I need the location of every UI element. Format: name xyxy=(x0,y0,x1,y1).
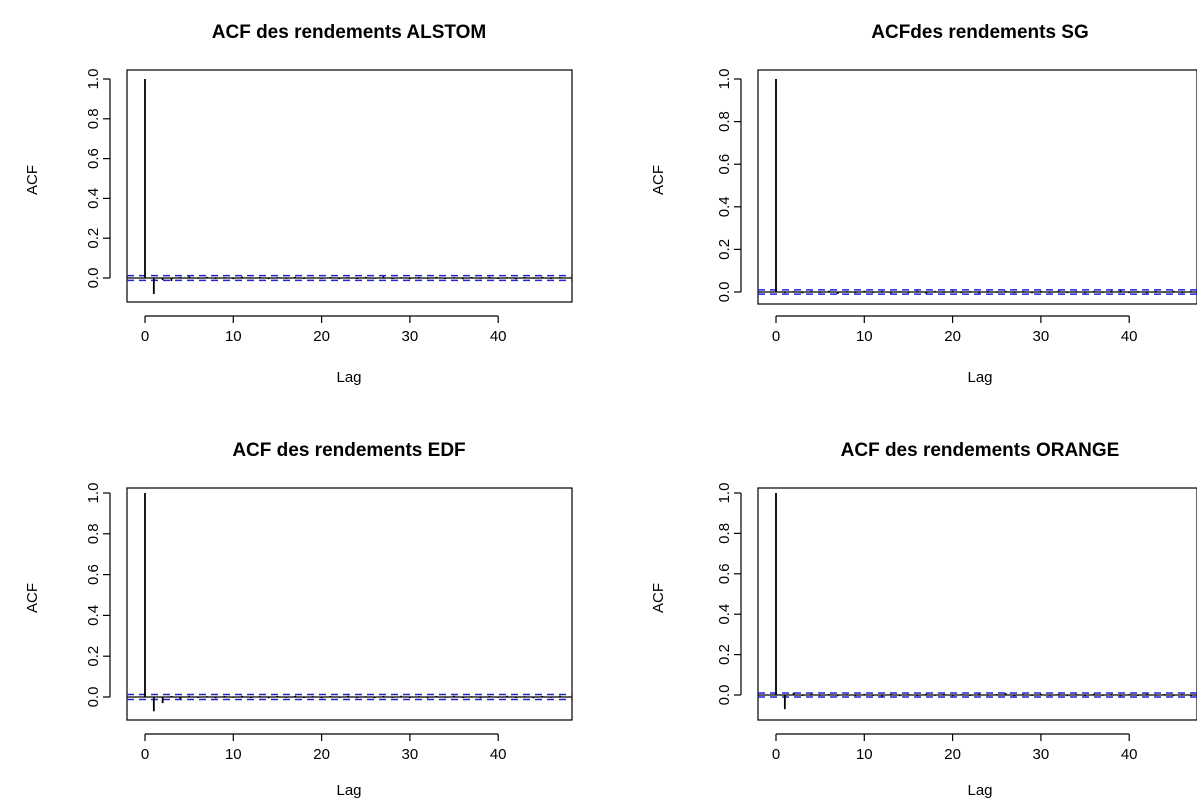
y-tick-label: 0.8 xyxy=(716,111,733,132)
x-tick-label: 20 xyxy=(944,746,961,763)
acf-panel-alstom: ACF des rendements ALSTOM Lag ACF 0 10 20 3… xyxy=(24,22,573,386)
acf-panel-edf: ACF des rendements EDF Lag ACF 0 10 20 30 40… xyxy=(24,440,573,799)
y-tick-label: 0.0 xyxy=(716,282,733,303)
x-axis-label: Lag xyxy=(336,369,361,386)
x-axis-label: Lag xyxy=(336,782,361,799)
x-tick-label: 30 xyxy=(1033,328,1050,345)
y-tick-label: 0.4 xyxy=(716,604,733,625)
x-tick-label: 30 xyxy=(402,746,419,763)
x-tick-label: 40 xyxy=(490,328,507,345)
x-axis-label: Lag xyxy=(967,369,992,386)
y-tick-label: 0.8 xyxy=(85,523,102,544)
y-axis-label: ACF xyxy=(650,165,667,195)
chart-title: ACF des rendements ALSTOM xyxy=(212,22,487,43)
x-tick-label: 0 xyxy=(772,746,780,763)
plot-frame xyxy=(757,487,1197,721)
y-tick-label: 0.6 xyxy=(716,154,733,175)
x-tick-label: 20 xyxy=(313,746,330,763)
x-tick-label: 10 xyxy=(225,746,242,763)
y-axis-label: ACF xyxy=(24,165,41,195)
y-tick-label: 1.0 xyxy=(85,69,102,90)
x-tick-label: 30 xyxy=(402,328,419,345)
y-tick-label: 0.2 xyxy=(716,644,733,665)
x-tick-label: 0 xyxy=(141,328,149,345)
y-tick-label: 0.6 xyxy=(85,564,102,585)
y-tick-label: 0.8 xyxy=(716,523,733,544)
y-tick-label: 0.6 xyxy=(85,148,102,169)
x-tick-label: 10 xyxy=(225,328,242,345)
y-tick-label: 0.2 xyxy=(85,228,102,249)
acf-panel-sg: ACFdes rendements SG Lag ACF 0 10 20 30 40 0.… xyxy=(650,22,1197,386)
y-tick-label: 0.2 xyxy=(85,646,102,667)
y-tick-label: 0.0 xyxy=(85,268,102,289)
y-axis-label: ACF xyxy=(650,583,667,613)
x-tick-label: 0 xyxy=(772,328,780,345)
y-tick-label: 0.4 xyxy=(716,196,733,217)
x-tick-label: 20 xyxy=(944,328,961,345)
chart-title: ACFdes rendements SG xyxy=(871,22,1089,43)
x-tick-label: 10 xyxy=(856,328,873,345)
y-tick-label: 1.0 xyxy=(716,69,733,90)
y-axis-label: ACF xyxy=(24,583,41,613)
y-tick-label: 0.0 xyxy=(85,687,102,708)
x-tick-label: 30 xyxy=(1033,746,1050,763)
x-tick-label: 40 xyxy=(1121,328,1138,345)
x-tick-label: 40 xyxy=(490,746,507,763)
y-tick-label: 0.6 xyxy=(716,563,733,584)
x-tick-label: 40 xyxy=(1121,746,1138,763)
plot-frame xyxy=(126,69,573,303)
x-tick-label: 0 xyxy=(141,746,149,763)
chart-title: ACF des rendements ORANGE xyxy=(841,440,1120,461)
y-tick-label: 0.2 xyxy=(716,239,733,260)
y-tick-label: 0.8 xyxy=(85,108,102,129)
y-tick-label: 1.0 xyxy=(85,483,102,504)
plot-frame xyxy=(757,69,1197,305)
y-tick-label: 0.4 xyxy=(85,188,102,209)
chart-title: ACF des rendements EDF xyxy=(232,440,465,461)
x-axis-label: Lag xyxy=(967,782,992,799)
y-tick-label: 0.4 xyxy=(85,605,102,626)
y-tick-label: 1.0 xyxy=(716,483,733,504)
plot-frame xyxy=(126,487,573,721)
y-tick-label: 0.0 xyxy=(716,685,733,706)
x-tick-label: 10 xyxy=(856,746,873,763)
acf-panel-orange: ACF des rendements ORANGE Lag ACF 0 10 20 3… xyxy=(650,440,1197,799)
x-tick-label: 20 xyxy=(313,328,330,345)
